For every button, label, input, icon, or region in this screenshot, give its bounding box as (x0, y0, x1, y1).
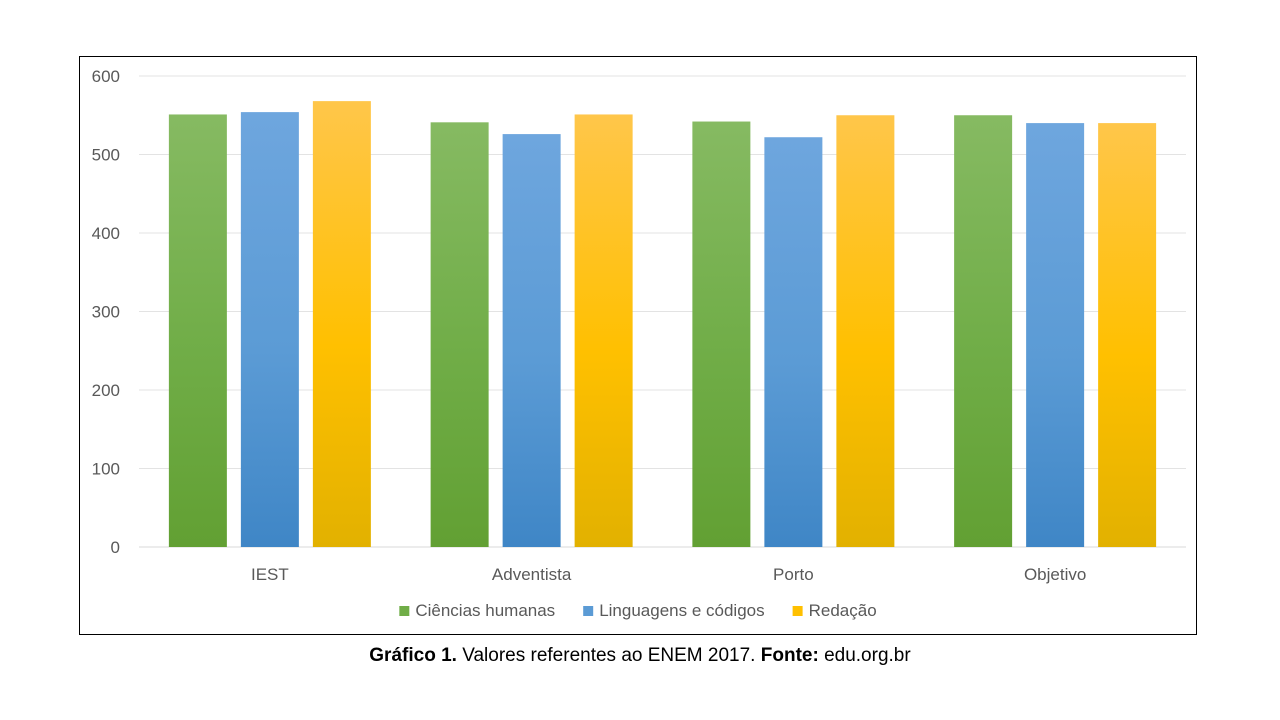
legend-swatch (583, 606, 594, 616)
bar-porto-series-1 (764, 137, 823, 547)
x-category-label: Porto (773, 565, 814, 584)
x-axis-categories: IEST Adventista Porto Objetivo (251, 565, 1086, 584)
caption-source: edu.org.br (818, 645, 911, 666)
bar-iest-series-1 (240, 112, 299, 548)
legend-swatch (399, 606, 410, 616)
y-axis-ticks: 0 100 200 300 400 500 600 (92, 67, 120, 557)
y-tick-label: 200 (92, 381, 120, 400)
caption-label: Gráfico 1. (369, 645, 457, 666)
bar-iest-series-0 (168, 114, 227, 547)
bar-chart: 0 100 200 300 400 500 600 IEST Adventista Porto O… (92, 67, 1186, 620)
x-category-label: Adventista (492, 565, 572, 584)
chart-frame: 0 100 200 300 400 500 600 IEST Adventista Porto O… (79, 56, 1197, 635)
legend: Ciências humanas Linguagens e códigos Reda… (399, 601, 877, 620)
legend-label: Linguagens e códigos (599, 601, 764, 620)
y-tick-label: 100 (92, 460, 120, 479)
bar-objetivo-series-1 (1026, 123, 1085, 547)
y-tick-label: 0 (111, 538, 120, 557)
caption-source-label: Fonte: (760, 645, 819, 666)
y-tick-label: 400 (92, 224, 120, 243)
bar-adventista-series-2 (574, 114, 633, 547)
x-category-label: IEST (251, 565, 289, 584)
legend-label: Redação (809, 601, 877, 620)
y-tick-label: 500 (92, 146, 120, 165)
caption-text: Valores referentes ao ENEM 2017. (456, 645, 761, 666)
bar-objetivo-series-2 (1098, 123, 1157, 547)
x-category-label: Objetivo (1024, 565, 1086, 584)
legend-swatch (792, 606, 803, 616)
bar-adventista-series-1 (502, 134, 561, 547)
bars (168, 101, 1157, 548)
bar-objetivo-series-0 (954, 115, 1013, 547)
figure-caption: Gráfico 1. Valores referentes ao ENEM 20… (0, 645, 1280, 667)
y-tick-label: 300 (92, 303, 120, 322)
y-tick-label: 600 (92, 67, 120, 86)
bar-porto-series-0 (692, 121, 751, 547)
bar-iest-series-2 (312, 101, 371, 547)
bar-porto-series-2 (836, 115, 895, 547)
legend-label: Ciências humanas (415, 601, 555, 620)
bar-adventista-series-0 (430, 122, 489, 547)
